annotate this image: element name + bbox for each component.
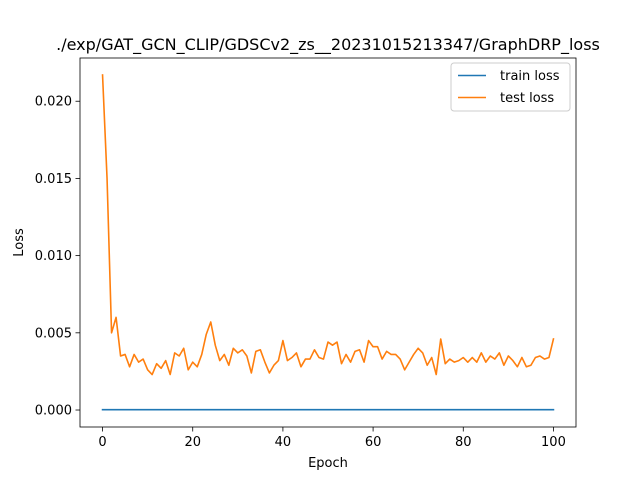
legend: train loss test loss (450, 62, 571, 112)
y-tick-label: 0.020 (35, 95, 72, 110)
y-tick-label: 0.010 (35, 249, 72, 264)
x-tick-label: 0 (98, 435, 106, 450)
x-tick-label: 80 (455, 435, 472, 450)
y-tick-label: 0.000 (35, 404, 72, 419)
x-tick-label: 60 (365, 435, 382, 450)
legend-label-test-loss: test loss (500, 91, 554, 106)
legend-label-train-loss: train loss (500, 69, 560, 84)
y-axis-ticks: 0.000 0.005 0.010 0.015 0.020 (35, 95, 80, 419)
x-axis-ticks: 0 20 40 60 80 100 (98, 427, 566, 450)
series-layer (101, 74, 555, 411)
series-line-test-loss (101, 74, 555, 376)
x-tick-label: 40 (275, 435, 292, 450)
x-axis-label: Epoch (308, 456, 348, 471)
plot-frame (79, 57, 577, 428)
x-tick-label: 100 (541, 435, 566, 450)
y-tick-label: 0.005 (35, 326, 72, 341)
chart-title: ./exp/GAT_GCN_CLIP/GDSCv2_zs__2023101521… (56, 35, 600, 55)
y-axis-label: Loss (12, 228, 27, 257)
y-tick-label: 0.015 (35, 172, 72, 187)
x-tick-label: 20 (184, 435, 201, 450)
